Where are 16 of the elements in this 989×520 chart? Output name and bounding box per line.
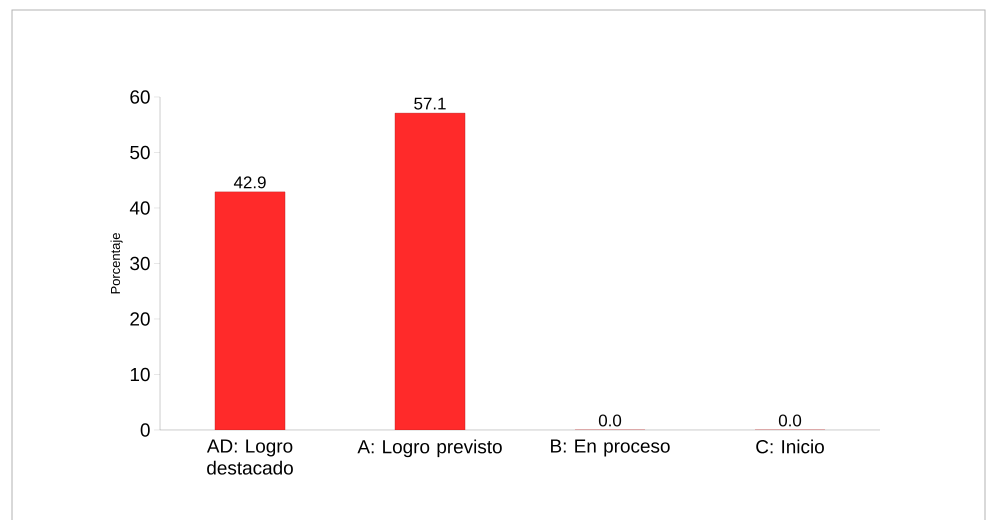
y-tick-label: 50	[130, 146, 150, 160]
y-tick-label: 0	[140, 423, 150, 437]
x-tick-label: A: Logro previsto	[357, 440, 502, 458]
data-label: 0.0	[598, 414, 622, 426]
x-tick-label: B: En proceso	[551, 440, 670, 456]
data-label: 0.0	[778, 414, 802, 426]
data-label: 42.9	[234, 176, 266, 188]
x-tick-label: AD: Logro destacado	[206, 440, 293, 475]
y-axis-title: Porcentaje	[110, 233, 123, 294]
x-tick-label: C: Inicio	[756, 440, 824, 454]
y-tick-label: 60	[130, 90, 150, 104]
y-tick-label: 30	[130, 256, 150, 270]
y-tick-label: 10	[130, 368, 150, 382]
y-tick-label: 20	[130, 312, 150, 326]
y-tick-label: 40	[130, 201, 150, 215]
data-label: 57.1	[414, 98, 446, 110]
